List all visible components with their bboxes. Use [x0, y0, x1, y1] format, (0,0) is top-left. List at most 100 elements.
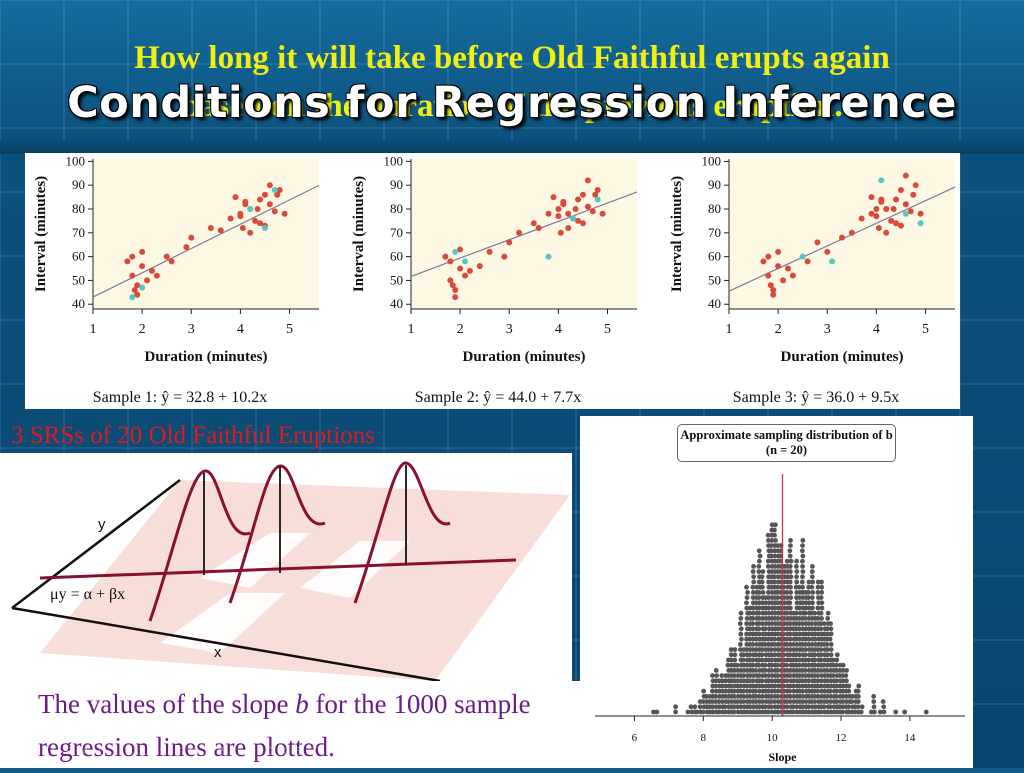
y-axis-label: Interval (minutes) — [669, 176, 685, 292]
slope-dot — [673, 709, 678, 715]
slope-dot — [819, 616, 824, 621]
slope-dot — [756, 662, 762, 668]
sampling-distribution-dotplot: 6 8 10 12 14 Slope — [595, 474, 965, 764]
slope-dot — [772, 652, 777, 658]
slope-dot — [750, 590, 756, 595]
slope-dot — [744, 595, 750, 600]
slope-dot — [855, 704, 861, 710]
slope-dot — [741, 694, 747, 699]
slope-dot — [821, 621, 827, 626]
data-point — [897, 186, 904, 193]
slope-note-box: The values of the slope b for the 1000 s… — [0, 681, 580, 768]
slope-dot — [784, 626, 790, 632]
slope-dot — [685, 709, 691, 715]
slope-dot — [697, 704, 703, 710]
slope-dot — [747, 652, 753, 658]
data-point — [883, 206, 890, 212]
slope-dot — [806, 642, 812, 647]
white-stripe-1 — [200, 533, 310, 588]
slope-dot — [785, 657, 791, 663]
data-point — [545, 210, 552, 217]
slope-dot — [871, 699, 877, 704]
slope-dot — [735, 673, 741, 678]
slope-dot — [688, 704, 694, 710]
data-point — [501, 253, 508, 260]
slope-tick-label: 12 — [836, 732, 847, 744]
slope-dot — [822, 647, 828, 652]
slope-dot — [782, 605, 787, 611]
slope-dot — [775, 626, 781, 632]
slope-dot — [844, 699, 849, 704]
data-point — [535, 225, 542, 232]
slope-dot — [751, 579, 757, 585]
slope-dot — [803, 600, 809, 606]
white-stripe-2 — [300, 541, 410, 598]
slope-dot — [729, 688, 735, 694]
data-point — [139, 263, 146, 270]
slope-dot — [763, 683, 769, 689]
x-tick-label: 1 — [726, 322, 733, 337]
slope-dot — [737, 621, 743, 626]
data-point — [129, 272, 136, 279]
slope-dot — [794, 579, 800, 585]
slope-dot — [819, 688, 825, 694]
x-tick-label: 1 — [408, 322, 415, 337]
y-tick-label: 40 — [72, 296, 85, 311]
slope-dot — [828, 626, 834, 632]
slope-dot — [846, 709, 852, 715]
slope-dot — [788, 605, 793, 611]
slope-dot — [707, 709, 713, 715]
slope-dot — [717, 694, 722, 699]
x-tick-label: 2 — [457, 322, 464, 337]
slope-dot — [747, 610, 753, 616]
data-point — [875, 225, 882, 232]
data-point — [770, 286, 777, 293]
data-point — [257, 220, 264, 227]
slope-dot — [800, 558, 805, 564]
slope-dot — [784, 704, 790, 710]
data-point — [274, 191, 281, 198]
data-point — [868, 210, 875, 217]
data-point — [912, 182, 919, 189]
slope-dot — [806, 605, 812, 611]
slope-dot — [757, 636, 763, 642]
slope-dot — [782, 600, 787, 606]
data-point — [266, 182, 273, 189]
slope-dot — [800, 543, 805, 548]
data-point — [917, 210, 924, 217]
slope-dot — [806, 579, 812, 585]
slope-dot — [812, 631, 818, 637]
slope-dot — [744, 605, 750, 611]
data-point — [555, 206, 562, 212]
slope-dot — [810, 564, 815, 569]
data-point — [144, 277, 151, 284]
slope-dot — [787, 631, 793, 637]
slope-dot — [707, 704, 712, 710]
slope-dot — [738, 626, 744, 632]
slope-dot — [769, 595, 775, 600]
slope-dot — [737, 642, 743, 647]
slope-dot — [818, 683, 824, 689]
slope-dot — [803, 590, 809, 595]
slope-dot — [756, 610, 762, 616]
slope-dot — [726, 704, 732, 710]
data-point — [281, 210, 288, 217]
data-point — [188, 234, 195, 241]
slope-dot — [840, 694, 846, 699]
slope-dot — [753, 595, 759, 600]
slope-dot — [766, 642, 772, 647]
slope-dot — [787, 579, 793, 585]
slope-dot — [881, 704, 887, 710]
slope-dot — [821, 662, 827, 668]
slope-dot — [812, 626, 818, 632]
slope-dot — [750, 688, 756, 694]
slope-dot — [812, 616, 818, 621]
plot-area — [93, 159, 319, 309]
data-point — [917, 220, 924, 227]
y-tick-label: 80 — [708, 201, 721, 216]
slope-dot — [812, 610, 818, 616]
slope-dot — [788, 543, 793, 548]
data-point — [572, 206, 579, 212]
data-point — [579, 220, 586, 227]
slope-dot — [738, 616, 744, 621]
